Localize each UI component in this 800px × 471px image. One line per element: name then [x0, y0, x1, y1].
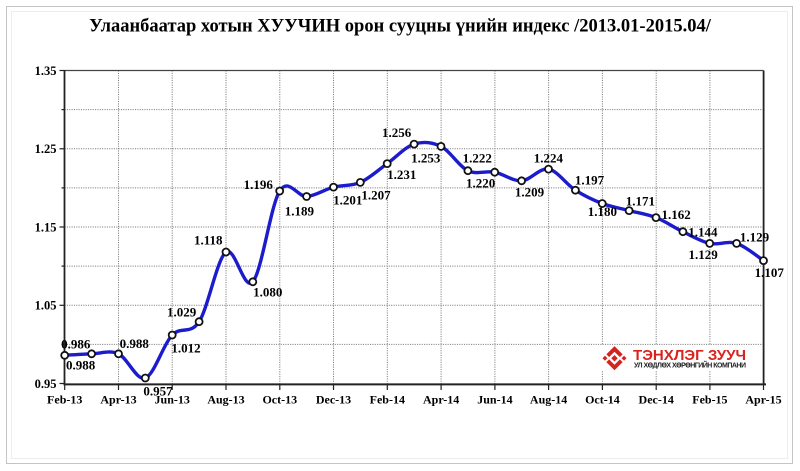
- svg-text:Feb-13: Feb-13: [47, 393, 82, 407]
- svg-text:Feb-14: Feb-14: [370, 393, 405, 407]
- svg-text:1.220: 1.220: [466, 176, 495, 191]
- svg-text:1.180: 1.180: [588, 204, 617, 219]
- svg-text:Feb-15: Feb-15: [692, 393, 727, 407]
- svg-text:1.118: 1.118: [194, 233, 223, 248]
- svg-text:1.25: 1.25: [35, 142, 57, 156]
- svg-text:Jun-14: Jun-14: [477, 393, 512, 407]
- svg-text:Aug-14: Aug-14: [530, 393, 567, 407]
- svg-text:0.986: 0.986: [61, 337, 91, 352]
- svg-text:Apr-15: Apr-15: [745, 393, 781, 407]
- svg-text:1.15: 1.15: [35, 220, 57, 234]
- svg-text:Aug-13: Aug-13: [207, 393, 244, 407]
- svg-text:Apr-14: Apr-14: [423, 393, 459, 407]
- svg-text:1.162: 1.162: [661, 207, 690, 222]
- svg-text:Dec-14: Dec-14: [639, 393, 674, 407]
- svg-text:1.207: 1.207: [361, 187, 391, 202]
- svg-text:1.171: 1.171: [626, 194, 655, 209]
- svg-text:0.957: 0.957: [143, 384, 173, 399]
- svg-text:1.197: 1.197: [575, 173, 605, 188]
- svg-text:ТЭНХЛЭГ ЗУУЧ: ТЭНХЛЭГ ЗУУЧ: [633, 347, 746, 364]
- svg-text:1.189: 1.189: [285, 204, 315, 219]
- svg-text:1.224: 1.224: [534, 151, 564, 166]
- svg-text:Oct-13: Oct-13: [262, 393, 297, 407]
- svg-text:Jun-13: Jun-13: [155, 393, 190, 407]
- svg-text:1.029: 1.029: [167, 305, 197, 320]
- svg-text:1.253: 1.253: [411, 151, 441, 166]
- svg-text:0.988: 0.988: [66, 358, 96, 373]
- svg-text:УЛ ХӨДЛӨХ ХӨРӨНГИЙН КОМПАНИ: УЛ ХӨДЛӨХ ХӨРӨНГИЙН КОМПАНИ: [634, 361, 746, 370]
- svg-text:1.129: 1.129: [740, 230, 770, 245]
- svg-text:1.231: 1.231: [387, 167, 416, 182]
- svg-text:Apr-13: Apr-13: [100, 393, 136, 407]
- svg-text:1.05: 1.05: [35, 299, 57, 313]
- svg-text:1.256: 1.256: [382, 125, 412, 140]
- svg-text:Улаанбаатар хотын ХУУЧИН орон: Улаанбаатар хотын ХУУЧИН орон сууцны үни…: [89, 17, 712, 37]
- svg-text:1.196: 1.196: [244, 177, 274, 192]
- svg-text:Oct-14: Oct-14: [585, 393, 620, 407]
- svg-text:1.35: 1.35: [35, 64, 57, 78]
- svg-text:1.129: 1.129: [688, 247, 718, 262]
- svg-text:0.988: 0.988: [120, 336, 150, 351]
- svg-text:1.144: 1.144: [688, 225, 718, 240]
- svg-text:1.012: 1.012: [171, 340, 200, 355]
- svg-text:Dec-13: Dec-13: [316, 393, 351, 407]
- svg-text:1.107: 1.107: [755, 265, 785, 280]
- svg-text:0.95: 0.95: [35, 377, 57, 391]
- svg-text:1.209: 1.209: [515, 185, 545, 200]
- svg-text:1.201: 1.201: [333, 193, 362, 208]
- svg-text:1.222: 1.222: [463, 151, 492, 166]
- svg-text:1.080: 1.080: [253, 285, 282, 300]
